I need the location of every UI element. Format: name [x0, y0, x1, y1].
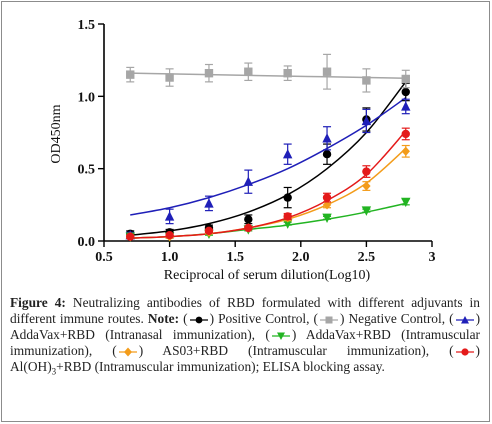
legend-positive-icon [189, 316, 208, 324]
y-tick-label: 1.0 [78, 90, 96, 105]
legend-as03-label: AS03+RBD (Intramuscular immunization), [162, 343, 430, 358]
caption-note: Note: [147, 311, 180, 326]
data-point [401, 101, 411, 111]
data-point [244, 215, 253, 224]
legend-addavax-im-label: AddaVax+RBD (Intramuscular immunization)… [10, 327, 480, 358]
legend-addavax-in-icon [455, 315, 474, 324]
fit-curves [130, 72, 407, 239]
y-tick-label: 0.0 [78, 235, 96, 250]
x-tick-label: 1.5 [226, 250, 244, 265]
y-axis-label: OD450nm [49, 104, 64, 163]
data-point [362, 181, 371, 191]
x-tick-label: 3 [429, 250, 436, 265]
data-point [204, 68, 214, 78]
legend-negative-icon [319, 316, 338, 324]
data-point [243, 176, 254, 186]
data-point [282, 149, 293, 159]
axes: 0.00.51.01.50.5 1.0 1.5 2.0 2.5 3 [78, 18, 436, 265]
data-point [362, 76, 371, 85]
x-axis-label: Reciprocal of serum dilution(Log10) [164, 268, 371, 283]
data-point [165, 73, 174, 82]
data-point [283, 193, 292, 202]
x-tick-label: 0.5 [95, 250, 113, 265]
data-point [204, 226, 214, 236]
data-point [126, 232, 135, 241]
data-point [361, 206, 372, 216]
x-tick-label: 1.0 [161, 250, 179, 265]
data-point [283, 212, 292, 221]
data-points [125, 53, 411, 242]
legend-negative-label: Negative Control, [348, 311, 446, 326]
data-point [401, 129, 410, 139]
fit-curve [130, 97, 407, 216]
data-point [401, 197, 411, 208]
x-tick-label: 2.5 [358, 250, 376, 265]
legend-positive-label: Positive Control, [218, 311, 310, 326]
caption-label: Figure 4: [10, 295, 66, 310]
data-point [322, 150, 332, 159]
legend-addavax-im-icon [271, 332, 290, 340]
data-point [244, 223, 253, 233]
data-point [204, 198, 214, 208]
data-point [401, 87, 410, 97]
fit-curve [130, 147, 407, 239]
data-point [322, 67, 332, 76]
figure-caption: Figure 4: Neutralizing antibodies of RBD… [10, 295, 481, 377]
data-point [165, 231, 174, 240]
data-point [322, 133, 332, 143]
data-point [244, 67, 253, 76]
data-point [126, 70, 135, 79]
series-5 [126, 127, 410, 241]
data-point [322, 193, 332, 202]
legend-aloh-icon [455, 348, 474, 356]
legend-as03-icon [118, 347, 137, 357]
data-point [362, 167, 371, 176]
data-point [282, 219, 293, 229]
data-point [164, 211, 175, 221]
data-point [401, 74, 410, 84]
legend-aloh-label: Al(OH)3+RBD (Intramuscular immunization)… [10, 359, 385, 377]
legend-addavax-in-label: AddaVax+RBD (Intranasal immunization), [10, 327, 256, 342]
data-point [401, 146, 410, 157]
data-point [361, 115, 372, 126]
chart: 0.00.51.01.50.5 1.0 1.5 2.0 2.5 3 OD450nm Rec… [49, 18, 436, 283]
data-point [322, 213, 332, 224]
data-point [283, 68, 292, 78]
y-tick-label: 1.5 [78, 18, 96, 33]
y-tick-label: 0.5 [78, 163, 96, 178]
series-1 [126, 53, 410, 93]
x-tick-label: 2.0 [292, 250, 310, 265]
caption-text: Neutralizing antibodies of RBD formulate… [10, 295, 480, 326]
